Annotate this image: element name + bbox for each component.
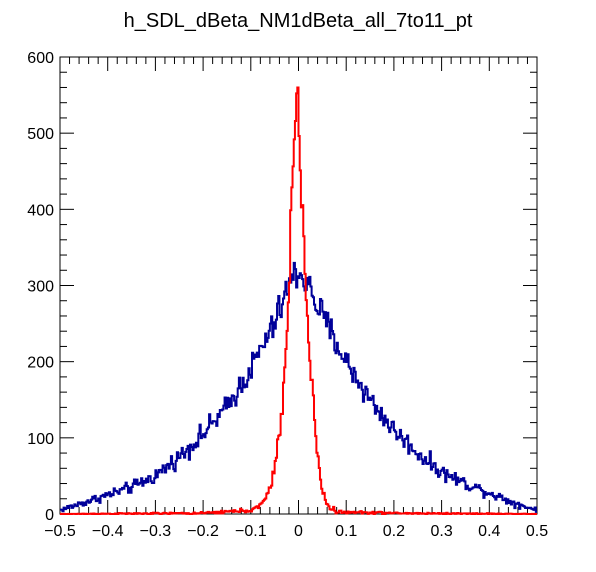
x-tick-label: −0.2 bbox=[187, 523, 219, 540]
chart-title: h_SDL_dBeta_NM1dBeta_all_7to11_pt bbox=[123, 10, 473, 32]
x-tick-label: −0.1 bbox=[235, 523, 267, 540]
x-tick-label: 0.2 bbox=[383, 523, 405, 540]
y-tick-label: 500 bbox=[27, 126, 54, 143]
histogram-series-0 bbox=[60, 261, 537, 513]
x-tick-label: 0.4 bbox=[478, 523, 500, 540]
x-tick-label: −0.3 bbox=[140, 523, 172, 540]
y-tick-label: 600 bbox=[27, 50, 54, 67]
x-tick-label: 0.3 bbox=[430, 523, 452, 540]
x-tick-label: −0.4 bbox=[92, 523, 124, 540]
y-tick-label: 300 bbox=[27, 279, 54, 296]
histogram-series-1 bbox=[60, 86, 537, 515]
y-tick-label: 400 bbox=[27, 202, 54, 219]
x-tick-label: −0.5 bbox=[44, 523, 76, 540]
x-tick-label: 0.5 bbox=[526, 523, 548, 540]
x-tick-label: 0.1 bbox=[335, 523, 357, 540]
y-tick-label: 200 bbox=[27, 355, 54, 372]
y-tick-label: 100 bbox=[27, 431, 54, 448]
y-tick-label: 0 bbox=[45, 507, 54, 524]
x-tick-label: 0 bbox=[294, 523, 303, 540]
